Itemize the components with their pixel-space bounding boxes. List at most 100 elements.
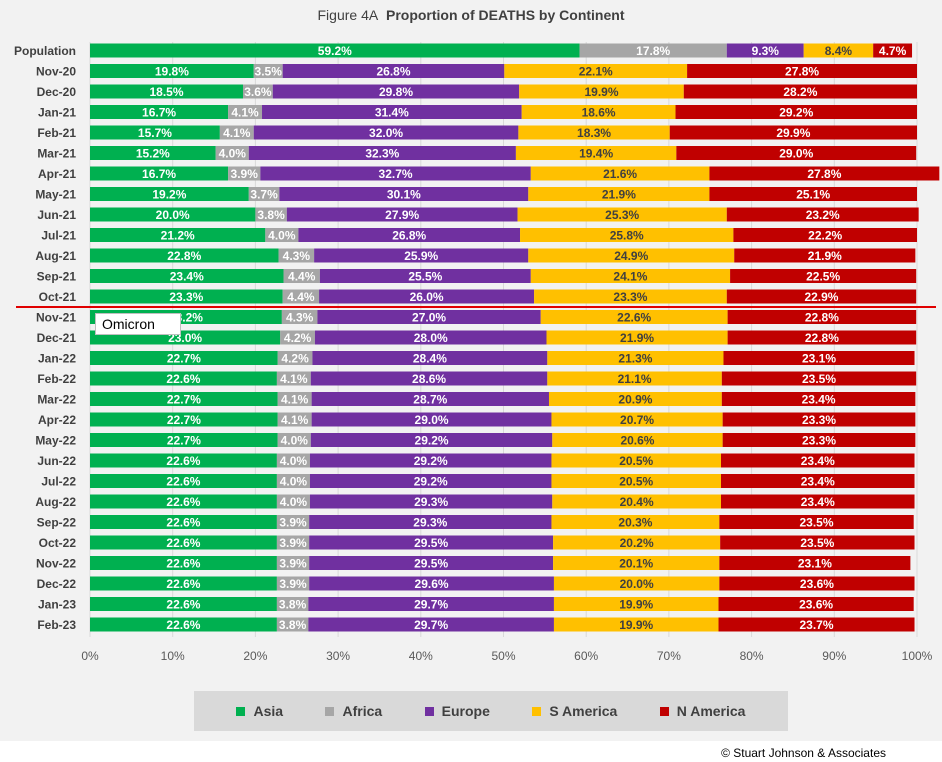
data-label: 29.3%: [413, 516, 447, 530]
category-label: Jun-21: [37, 208, 76, 222]
bar-n-america: [718, 597, 914, 611]
data-label: 21.1%: [618, 372, 652, 386]
data-label: 4.7%: [879, 44, 907, 58]
data-label: 25.9%: [404, 249, 438, 263]
data-label: 22.6%: [166, 557, 200, 571]
category-label: Jul-21: [41, 229, 76, 243]
bar-n-america: [721, 453, 915, 468]
data-label: 22.6%: [166, 454, 200, 468]
data-label: 29.3%: [414, 495, 448, 509]
bar-africa: [281, 310, 318, 324]
x-tick-label: 60%: [574, 649, 598, 663]
bar-s-america: [515, 146, 677, 160]
bar-africa: [276, 597, 309, 611]
bar-africa: [215, 146, 249, 160]
legend-swatch: [424, 706, 434, 716]
bar-s-america: [521, 105, 676, 119]
bar-s-america: [551, 412, 723, 427]
data-label: 22.6%: [166, 618, 200, 632]
category-label: Nov-22: [36, 557, 76, 571]
bar-s-america: [553, 597, 719, 611]
bar-africa: [248, 187, 280, 201]
data-label: 28.6%: [412, 372, 446, 386]
figure-label: Figure 4A: [317, 7, 379, 23]
bar-n-america: [719, 556, 911, 570]
bar-europe: [262, 105, 522, 119]
bar-n-america: [726, 207, 919, 222]
legend-label: Asia: [253, 703, 284, 719]
data-label: 20.3%: [618, 516, 652, 530]
data-label: 4.0%: [280, 475, 308, 489]
data-label: 26.8%: [392, 229, 426, 243]
bar-s-america: [519, 84, 684, 99]
bar-s-america: [528, 248, 735, 263]
bar-asia: [90, 515, 277, 529]
legend-swatch: [236, 706, 246, 716]
bar-asia: [90, 535, 277, 550]
bar-europe: [310, 433, 553, 447]
bar-europe: [308, 617, 554, 632]
bar-s-america: [553, 556, 720, 570]
category-label: Jun-22: [37, 454, 76, 468]
data-label: 4.1%: [223, 126, 251, 140]
data-label: 28.0%: [414, 331, 448, 345]
data-label: 22.6%: [617, 311, 651, 325]
data-label: 4.4%: [288, 270, 316, 284]
data-label: 3.9%: [279, 536, 307, 550]
bar-asia: [90, 43, 580, 58]
data-label: 21.9%: [808, 249, 842, 263]
bar-asia: [90, 412, 278, 427]
bar-africa: [276, 494, 310, 509]
data-label: 21.6%: [603, 167, 637, 181]
data-label: 3.5%: [255, 65, 283, 79]
category-label: May-22: [35, 434, 76, 448]
data-label: 3.8%: [257, 208, 285, 222]
data-label: 23.2%: [806, 208, 840, 222]
data-label: 29.2%: [779, 106, 813, 120]
chart-area: Figure 4A Proportion of DEATHS by Contin…: [0, 0, 942, 741]
bar-n-america: [719, 576, 915, 591]
data-label: 29.7%: [414, 618, 448, 632]
data-label: 20.0%: [156, 208, 190, 222]
bar-asia: [90, 433, 278, 447]
data-label: 22.2%: [808, 229, 842, 243]
bar-s-america: [530, 166, 710, 181]
data-label: 23.1%: [802, 352, 836, 366]
data-label: 19.9%: [619, 598, 653, 612]
data-label: 28.4%: [413, 352, 447, 366]
data-label: 4.0%: [280, 495, 308, 509]
data-label: 4.1%: [281, 393, 309, 407]
data-label: 22.5%: [806, 270, 840, 284]
data-label: 24.9%: [614, 249, 648, 263]
data-label: 3.8%: [279, 618, 307, 632]
category-label: Oct-22: [39, 536, 77, 550]
bar-europe: [309, 515, 552, 529]
data-label: 27.8%: [785, 65, 819, 79]
x-tick-label: 50%: [491, 649, 515, 663]
omicron-annotation: Omicron: [95, 313, 181, 335]
data-label: 25.1%: [796, 188, 830, 202]
data-label: 3.9%: [279, 577, 307, 591]
stacked-bar-chart: 0% 10% 20% 30% 40% 50% 60% 70% 80% 90% 100% Populat…: [14, 42, 940, 663]
bar-europe: [309, 556, 554, 570]
data-label: 20.2%: [620, 536, 654, 550]
category-label: Jan-23: [38, 598, 76, 612]
x-tick-label: 80%: [740, 649, 764, 663]
category-label: Population: [14, 44, 76, 58]
bar-europe: [279, 187, 529, 201]
data-label: 23.3%: [802, 434, 836, 448]
bar-asia: [90, 269, 284, 283]
data-label: 25.5%: [408, 270, 442, 284]
category-label: Jan-21: [38, 106, 76, 120]
bar-n-america: [721, 474, 915, 488]
data-label: 27.8%: [807, 167, 841, 181]
x-tick-label: 40%: [409, 649, 433, 663]
data-label: 20.7%: [620, 413, 654, 427]
data-label: 23.3%: [169, 290, 203, 304]
data-label: 22.8%: [805, 311, 839, 325]
data-label: 23.4%: [801, 495, 835, 509]
bar-s-america: [803, 43, 874, 58]
bar-asia: [90, 228, 266, 242]
data-label: 23.6%: [799, 598, 833, 612]
bar-africa: [276, 371, 311, 386]
